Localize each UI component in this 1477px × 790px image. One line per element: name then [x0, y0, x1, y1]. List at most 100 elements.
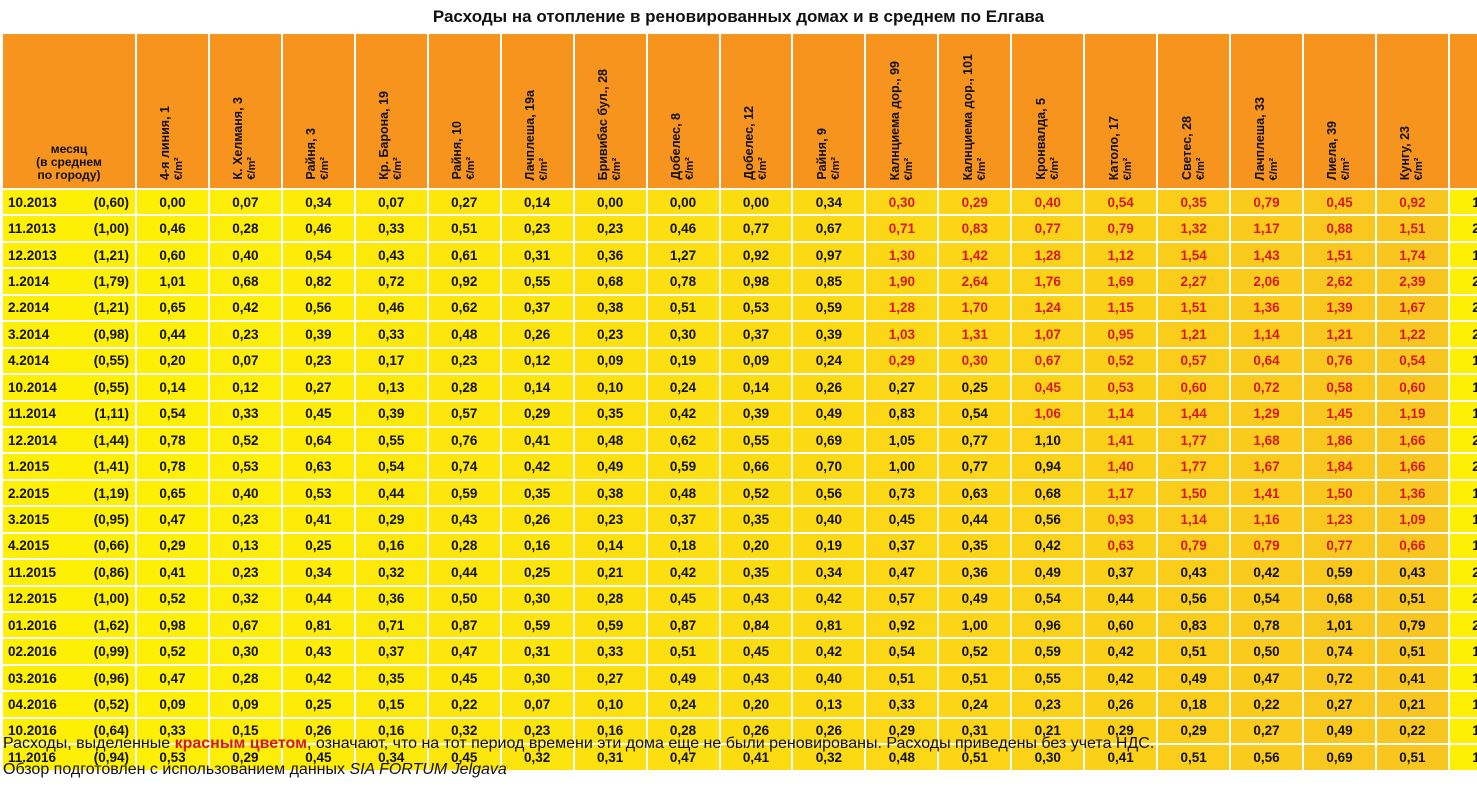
table-cell: 1,31 — [939, 322, 1011, 347]
table-cell: 0,09 — [720, 348, 792, 374]
table-cell: 0,55 — [501, 269, 573, 294]
table-cell: 0,44 — [428, 560, 500, 585]
table-cell: 0,12 — [501, 348, 573, 374]
month-label: 1.2015 — [8, 459, 50, 475]
table-cell: 0,26 — [282, 718, 354, 744]
table-cell: 1,07 — [1012, 322, 1084, 347]
table-cell: 0,48 — [866, 745, 938, 770]
table-cell: 0,21 — [574, 560, 646, 585]
column-header-label: Добелес, 12 €/m² — [742, 106, 770, 180]
month-label: 11.2014 — [8, 406, 57, 422]
table-cell: 0,43 — [1376, 560, 1448, 585]
table-cell: 2,25 — [1449, 586, 1477, 611]
table-cell: 0,56 — [1231, 745, 1302, 770]
table-cell: 0,34 — [355, 745, 427, 770]
table-cell: 0,56 — [1012, 507, 1084, 532]
month-label: 04.2016 — [8, 697, 57, 713]
table-cell: 0,07 — [209, 190, 281, 215]
row-month: 12.2013 (1,21) — [3, 242, 135, 268]
table-cell: 0,53 — [209, 454, 281, 479]
table-cell: 0,25 — [282, 692, 354, 717]
table-cell: 0,41 — [720, 745, 792, 770]
table-cell: 0,49 — [1304, 718, 1375, 744]
table-cell: 0,28 — [428, 533, 500, 559]
table-cell: 1,06 — [1012, 401, 1084, 426]
table-cell: 0,30 — [501, 665, 573, 691]
month-label: 12.2014 — [8, 432, 57, 448]
table-cell: 0,79 — [1231, 190, 1302, 215]
column-header: Лачплеша, 19а €/m² — [501, 34, 573, 188]
table-cell: 0,23 — [209, 322, 281, 347]
table-cell: 0,37 — [355, 639, 427, 664]
city-average: (1,44) — [93, 432, 129, 448]
table-cell: 1,76 — [1012, 269, 1084, 294]
table-cell: 1,41 — [1085, 427, 1157, 453]
table-cell: 0,44 — [137, 322, 208, 347]
row-month: 11.2013 (1,00) — [3, 216, 135, 241]
column-name: Добелес, 12 — [741, 106, 756, 180]
table-cell: 1,29 — [1231, 401, 1302, 426]
month-label: 11.2015 — [8, 564, 57, 580]
table-cell: 1,80 — [1449, 745, 1477, 770]
table-cell: 0,00 — [647, 190, 719, 215]
table-cell: 1,28 — [1012, 242, 1084, 268]
table-cell: 1,77 — [1158, 427, 1230, 453]
table-cell: 1,40 — [1085, 454, 1157, 479]
table-cell: 0,51 — [647, 639, 719, 664]
table-cell: 0,24 — [647, 375, 719, 400]
table-cell: 0,77 — [720, 216, 792, 241]
table-cell: 0,27 — [428, 190, 500, 215]
table-cell: 0,49 — [1012, 560, 1084, 585]
table-cell: 0,54 — [866, 639, 938, 664]
table-cell: 0,46 — [137, 216, 208, 241]
table-cell: 0,23 — [209, 507, 281, 532]
table-cell: 1,05 — [866, 427, 938, 453]
table-cell: 0,33 — [355, 322, 427, 347]
column-unit: €/m² — [1413, 157, 1426, 180]
table-cell: 0,63 — [1085, 533, 1157, 559]
table-cell: 0,07 — [209, 348, 281, 374]
table-cell: 0,16 — [501, 533, 573, 559]
table-cell: 0,92 — [866, 613, 938, 638]
table-cell: 0,97 — [793, 242, 865, 268]
table-cell: 1,15 — [1085, 295, 1157, 321]
table-cell: 0,24 — [793, 348, 865, 374]
table-cell: 1,14 — [1158, 507, 1230, 532]
table-cell: 0,30 — [501, 586, 573, 611]
column-header: Католо, 17 €/m² — [1085, 34, 1157, 188]
table-cell: 0,63 — [282, 454, 354, 479]
table-cell: 0,50 — [428, 586, 500, 611]
table-cell: 1,66 — [1376, 454, 1448, 479]
table-cell: 0,45 — [428, 665, 500, 691]
table-cell: 0,23 — [574, 322, 646, 347]
table-cell: 0,59 — [1304, 560, 1375, 585]
table-cell: 0,98 — [720, 269, 792, 294]
table-cell: 0,46 — [647, 216, 719, 241]
table-cell: 0,51 — [1376, 639, 1448, 664]
table-cell: 0,42 — [501, 454, 573, 479]
table-cell: 0,53 — [282, 480, 354, 506]
table-cell: 0,32 — [501, 745, 573, 770]
table-cell: 0,21 — [1376, 692, 1448, 717]
table-cell: 0,84 — [720, 613, 792, 638]
column-name: Лачплеша, 33 — [1252, 96, 1267, 180]
table-cell: 0,36 — [355, 586, 427, 611]
table-cell: 0,26 — [1085, 692, 1157, 717]
column-header: Наибольшая плата — [1449, 34, 1477, 188]
table-cell: 0,39 — [282, 322, 354, 347]
city-average: (0,52) — [93, 697, 129, 713]
table-cell: 0,42 — [793, 586, 865, 611]
table-cell: 0,16 — [574, 718, 646, 744]
table-cell: 0,64 — [1231, 348, 1302, 374]
column-header: Калнциема дор., 99 €/m² — [866, 34, 938, 188]
table-cell: 0,58 — [1304, 375, 1375, 400]
table-cell: 0,43 — [428, 507, 500, 532]
table-cell: 0,21 — [1012, 718, 1084, 744]
table-cell: 1,23 — [1304, 507, 1375, 532]
table-cell: 0,27 — [866, 375, 938, 400]
column-header: Лачплеша, 33 €/m² — [1231, 34, 1302, 188]
table-cell: 0,26 — [501, 322, 573, 347]
table-cell: 1,17 — [1085, 480, 1157, 506]
table-cell: 1,51 — [1158, 295, 1230, 321]
table-cell: 0,47 — [1231, 665, 1302, 691]
